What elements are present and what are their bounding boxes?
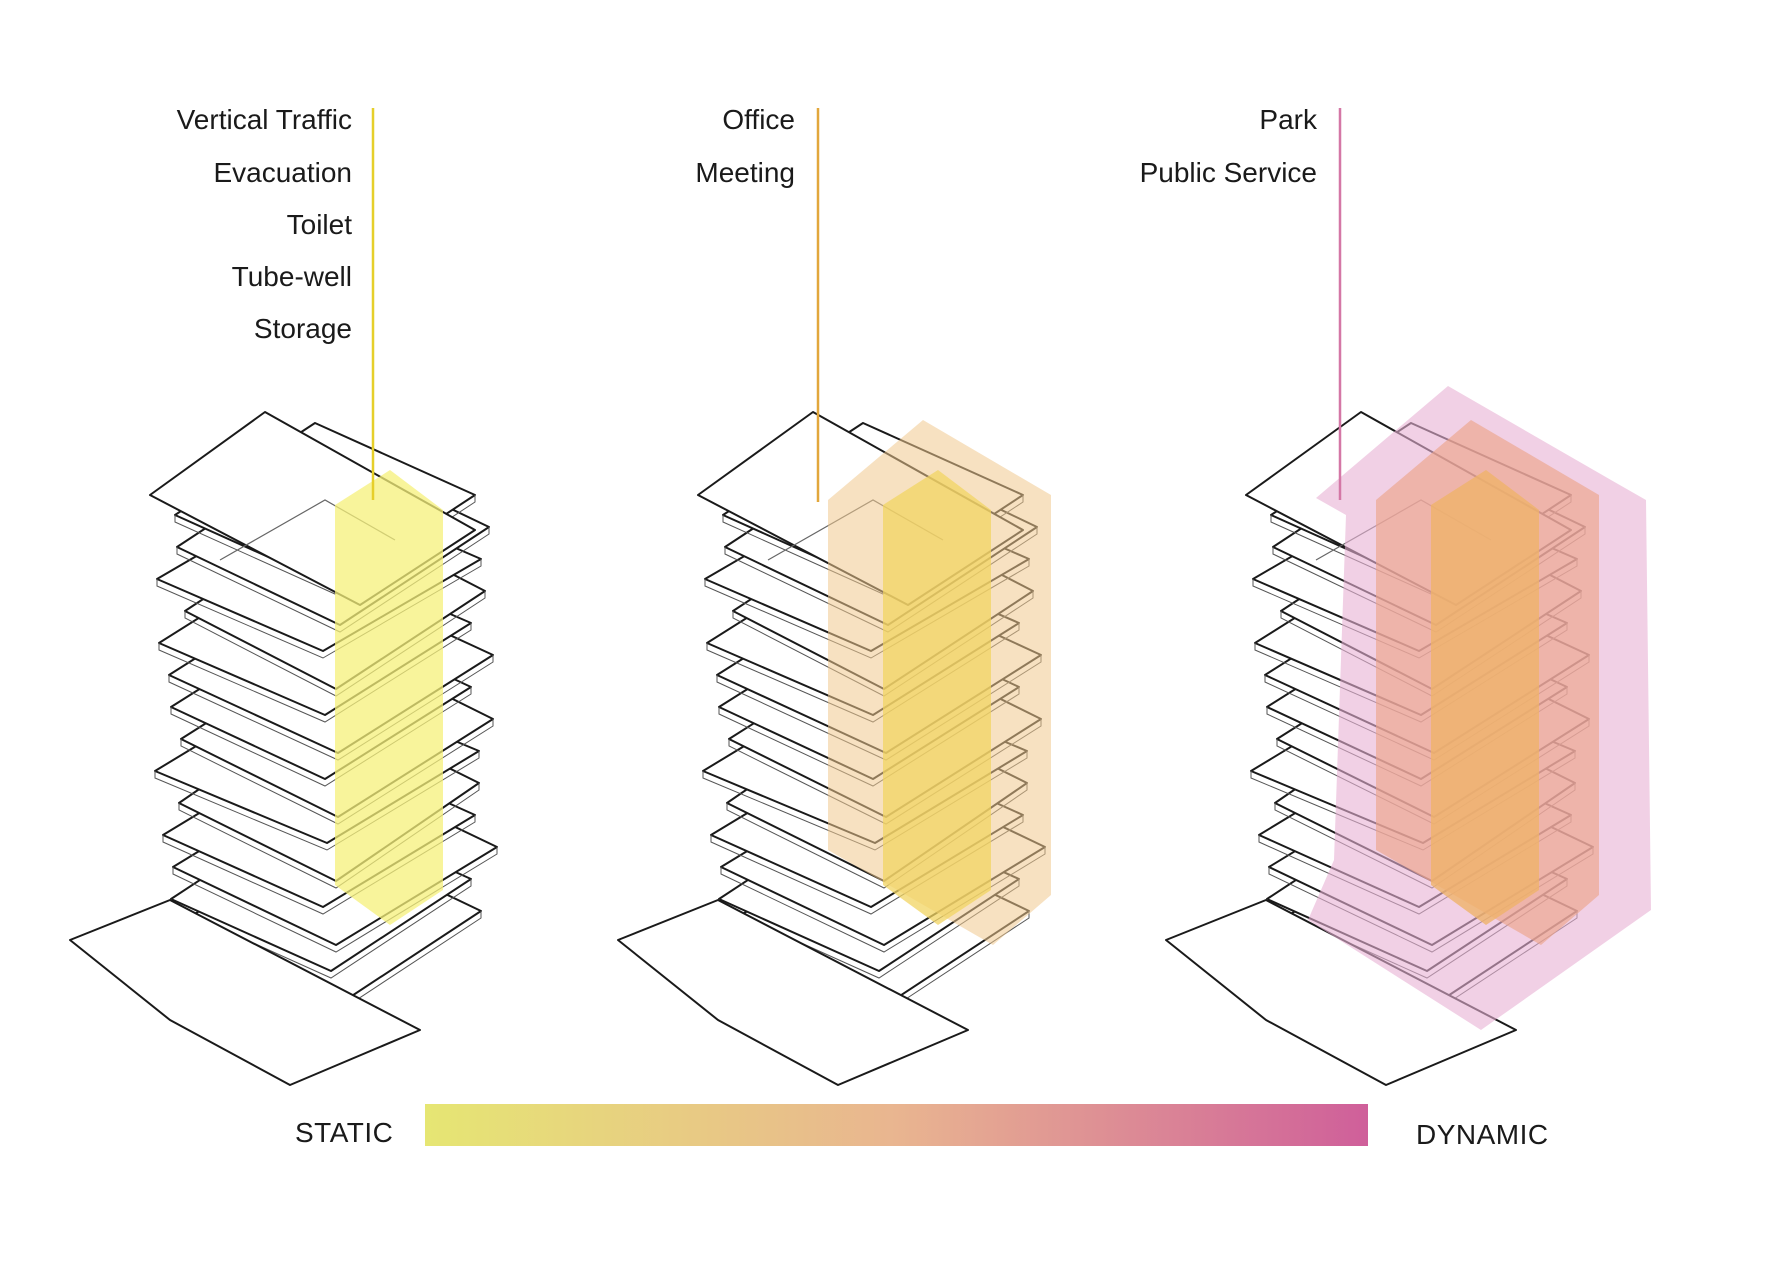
zone-core bbox=[335, 470, 443, 925]
tower-semi bbox=[617, 108, 1051, 1086]
label-vertical-traffic: Vertical Traffic bbox=[177, 104, 352, 135]
tower-static bbox=[69, 108, 498, 1086]
ground-plate bbox=[617, 899, 969, 1086]
label-toilet: Toilet bbox=[287, 209, 353, 240]
label-public-service: Public Service bbox=[1140, 157, 1317, 188]
floor-slab-edge bbox=[170, 687, 472, 787]
floor-slab-edge bbox=[178, 783, 480, 889]
zone-core bbox=[1431, 470, 1539, 925]
scale-label-dynamic: DYNAMIC bbox=[1416, 1119, 1549, 1150]
ground-plate bbox=[1165, 899, 1517, 1086]
scale-label-static: STATIC bbox=[295, 1117, 393, 1148]
static-dynamic-scale: STATIC DYNAMIC bbox=[295, 1104, 1549, 1150]
floor-slab-edge bbox=[154, 751, 480, 851]
label-meeting: Meeting bbox=[695, 157, 795, 188]
label-park: Park bbox=[1259, 104, 1318, 135]
label-evacuation: Evacuation bbox=[213, 157, 352, 188]
floor-slab-edge bbox=[162, 815, 476, 915]
label-tube-well: Tube-well bbox=[232, 261, 352, 292]
tower-dynamic bbox=[1165, 108, 1651, 1086]
floor-slab-edge bbox=[156, 559, 482, 659]
gradient-bar bbox=[425, 1104, 1368, 1146]
floor-slab-edge bbox=[158, 623, 472, 723]
label-office: Office bbox=[722, 104, 795, 135]
ground-plate bbox=[69, 899, 421, 1086]
tower-dynamic-labels: Park Public Service bbox=[1140, 104, 1318, 188]
zone-core bbox=[883, 470, 991, 925]
label-storage: Storage bbox=[254, 313, 352, 344]
tower-static-labels: Vertical Traffic Evacuation Toilet Tube-… bbox=[177, 104, 353, 344]
tower-semi-labels: Office Meeting bbox=[695, 104, 795, 188]
floor-slab-edge bbox=[172, 847, 498, 953]
